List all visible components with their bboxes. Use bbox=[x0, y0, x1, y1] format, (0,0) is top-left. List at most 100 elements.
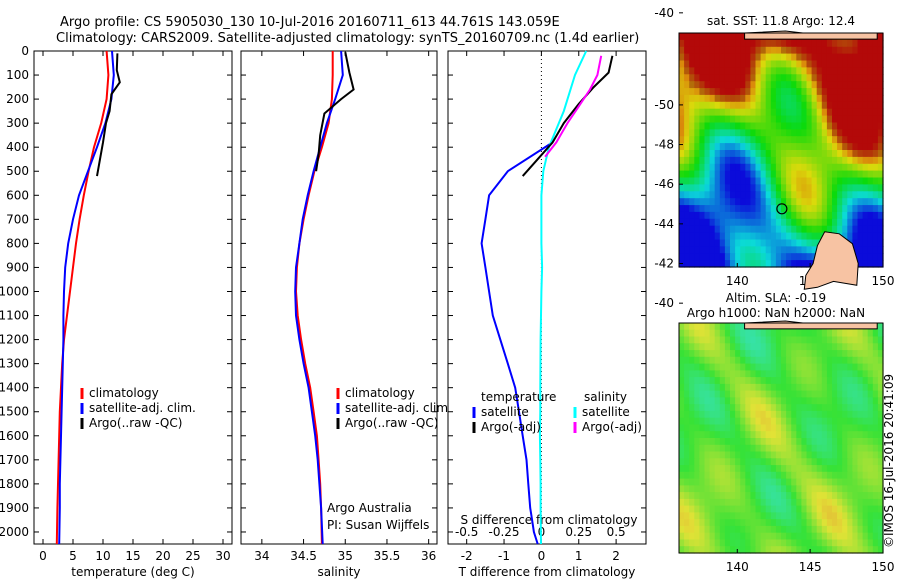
legend-entry: Argo(-adj) bbox=[582, 420, 642, 434]
legend-entry: salinity bbox=[584, 390, 627, 404]
difference-panel: -2 -1 0 1 2 T difference from climatology -0.5… bbox=[447, 50, 647, 579]
x-tick-label: 0 bbox=[538, 549, 546, 563]
y-tick-label: 200 bbox=[6, 92, 29, 106]
x-tick-label: 34 bbox=[254, 549, 269, 563]
sst-map: sat. SST: 11.8 Argo: 12.4 -40 -42 -44 -46 -48… bbox=[654, 6, 895, 288]
map-frame bbox=[678, 322, 884, 554]
map-x-tick-label: 150 bbox=[872, 560, 895, 574]
legend-entry: Argo(-adj) bbox=[481, 420, 541, 434]
map-subtitle: Argo h1000: NaN h2000: NaN bbox=[687, 306, 865, 320]
x-tick-label: -2 bbox=[461, 549, 473, 563]
argo-location-marker bbox=[776, 203, 788, 215]
x-axis-label: salinity bbox=[317, 565, 360, 579]
y-tick-label: 600 bbox=[6, 188, 29, 202]
annotation: Argo Australia bbox=[327, 501, 412, 515]
legend-entry: satellite bbox=[481, 405, 529, 419]
legend-entry: satellite-adj. clim. bbox=[89, 401, 196, 415]
footer-stamp: ©IMOS 16-Jul-2016 20:41:09 bbox=[882, 374, 896, 548]
map-title: Altim. SLA: -0.19 bbox=[726, 291, 826, 305]
x-tick-label: 5 bbox=[69, 549, 77, 563]
x-axis-label: temperature (deg C) bbox=[71, 565, 194, 579]
y-tick-label: 800 bbox=[6, 236, 29, 250]
y-tick-label: 1600 bbox=[0, 429, 29, 443]
x-tick-label: 25 bbox=[185, 549, 200, 563]
x-tick-label: 35 bbox=[338, 549, 353, 563]
map-x-tick-label: 150 bbox=[872, 274, 895, 288]
y-tick-label: 1800 bbox=[0, 477, 29, 491]
s-tick-label: 0.25 bbox=[565, 525, 592, 539]
series-line-black bbox=[96, 53, 121, 177]
map-x-tick-label: 140 bbox=[726, 560, 749, 574]
x-axis-label: T difference from climatology bbox=[458, 565, 636, 579]
series-line-black bbox=[521, 55, 614, 177]
legend-entry: temperature bbox=[481, 390, 556, 404]
y-tick-label: 1500 bbox=[0, 405, 29, 419]
y-tick-label: 1200 bbox=[0, 333, 29, 347]
series-line-blue bbox=[294, 50, 344, 545]
map-y-tick-label: -50 bbox=[654, 98, 674, 112]
plot-frame bbox=[447, 50, 647, 545]
s-tick-label: -0.5 bbox=[455, 525, 478, 539]
y-tick-label: 1000 bbox=[0, 284, 29, 298]
s-tick-label: -0.25 bbox=[489, 525, 520, 539]
map-y-tick-label: -40 bbox=[654, 296, 674, 310]
y-tick-label: 1700 bbox=[0, 453, 29, 467]
plot-frame bbox=[33, 50, 233, 545]
map-x-tick-label: 140 bbox=[726, 274, 749, 288]
series-line-magenta bbox=[544, 55, 603, 158]
s-tick-label: 0.5 bbox=[607, 525, 626, 539]
mainland-land bbox=[744, 30, 878, 40]
x-tick-label: -1 bbox=[498, 549, 510, 563]
x-tick-label: 0 bbox=[39, 549, 47, 563]
x-tick-label: 2 bbox=[612, 549, 620, 563]
y-tick-label: 300 bbox=[6, 116, 29, 130]
legend-entry: climatology bbox=[89, 386, 159, 400]
y-tick-label: 0 bbox=[21, 44, 29, 58]
legend-entry: satellite bbox=[582, 405, 630, 419]
map-y-tick-label: -46 bbox=[654, 177, 674, 191]
series-line-blue bbox=[58, 50, 115, 545]
y-tick-label: 700 bbox=[6, 212, 29, 226]
tasmania-land bbox=[803, 231, 859, 290]
y-tick-label: 2000 bbox=[0, 525, 29, 539]
legend-entry: Argo(..raw -QC) bbox=[345, 416, 438, 430]
header-line2: Climatology: CARS2009. Satellite-adjuste… bbox=[56, 31, 639, 46]
x-tick-label: 35.5 bbox=[374, 549, 401, 563]
legend-entry: satellite-adj. clim. bbox=[345, 401, 452, 415]
heatmap-cells bbox=[679, 323, 884, 554]
x-tick-label: 1 bbox=[575, 549, 583, 563]
map-x-tick-label: 145 bbox=[799, 560, 822, 574]
x-tick-label: 34.5 bbox=[290, 549, 317, 563]
map-y-tick-label: -40 bbox=[654, 6, 674, 20]
map-y-tick-label: -42 bbox=[654, 257, 674, 271]
series-line-blue bbox=[480, 141, 554, 545]
y-tick-label: 1300 bbox=[0, 357, 29, 371]
header-line1: Argo profile: CS 5905030_130 10-Jul-2016… bbox=[60, 15, 560, 30]
temperature-panel: 0100200300400500600700800900100011001200… bbox=[0, 44, 233, 579]
y-tick-label: 1400 bbox=[0, 381, 29, 395]
map-title: sat. SST: 11.8 Argo: 12.4 bbox=[707, 14, 855, 28]
salinity-panel: 34 34.5 35 35.5 36 salinity climatologysatelli… bbox=[240, 50, 452, 579]
map-y-tick-label: -44 bbox=[654, 217, 674, 231]
series-line-red bbox=[55, 50, 110, 545]
s-axis-title: S difference from climatology bbox=[461, 513, 638, 527]
series-line-black bbox=[315, 52, 355, 172]
map-y-tick-label: -48 bbox=[654, 138, 674, 152]
x-tick-label: 36 bbox=[421, 549, 436, 563]
heatmap-cells bbox=[679, 33, 884, 268]
x-tick-label: 20 bbox=[155, 549, 170, 563]
x-tick-label: 10 bbox=[95, 549, 110, 563]
annotation: PI: Susan Wijffels bbox=[327, 518, 429, 532]
series-line-cyan bbox=[538, 50, 588, 545]
legend-entry: climatology bbox=[345, 386, 415, 400]
y-tick-label: 1100 bbox=[0, 309, 29, 323]
y-tick-label: 1900 bbox=[0, 501, 29, 515]
y-tick-label: 500 bbox=[6, 164, 29, 178]
x-tick-label: 15 bbox=[125, 549, 140, 563]
plot-frame bbox=[240, 50, 438, 545]
y-tick-label: 400 bbox=[6, 140, 29, 154]
map-frame bbox=[678, 32, 884, 268]
legend-entry: Argo(..raw -QC) bbox=[89, 416, 182, 430]
